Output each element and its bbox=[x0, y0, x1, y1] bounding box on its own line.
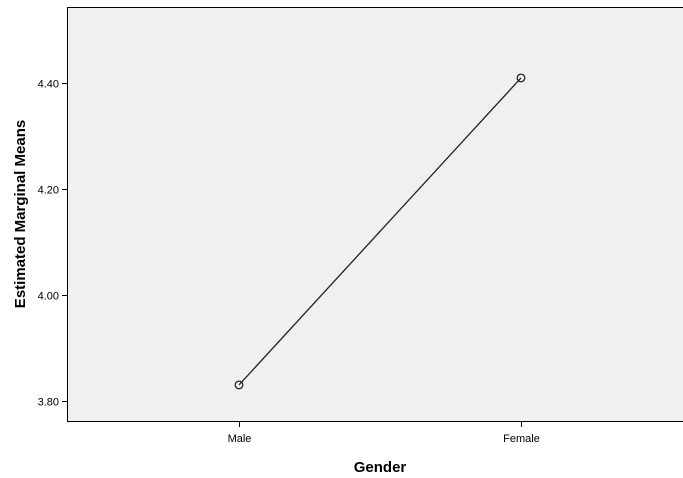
y-axis-ticks: 3.80 4.00 4.20 4.40 bbox=[38, 79, 67, 409]
y-tick-label: 4.00 bbox=[38, 291, 59, 303]
x-tick-label: Male bbox=[228, 433, 252, 445]
x-axis-ticks: Male Female bbox=[228, 422, 540, 445]
plot-area bbox=[67, 7, 683, 422]
series-line bbox=[238, 77, 522, 386]
data-point-male bbox=[234, 380, 244, 390]
y-axis-title: Estimated Marginal Means bbox=[12, 120, 29, 308]
y-tick-label: 4.20 bbox=[38, 185, 59, 197]
y-tick-label: 4.40 bbox=[38, 79, 59, 91]
y-tick-label: 3.80 bbox=[38, 397, 59, 409]
series-layer bbox=[234, 73, 526, 390]
data-point-female bbox=[516, 73, 526, 83]
x-axis-title: Gender bbox=[354, 459, 407, 476]
x-tick-label: Female bbox=[503, 433, 540, 445]
